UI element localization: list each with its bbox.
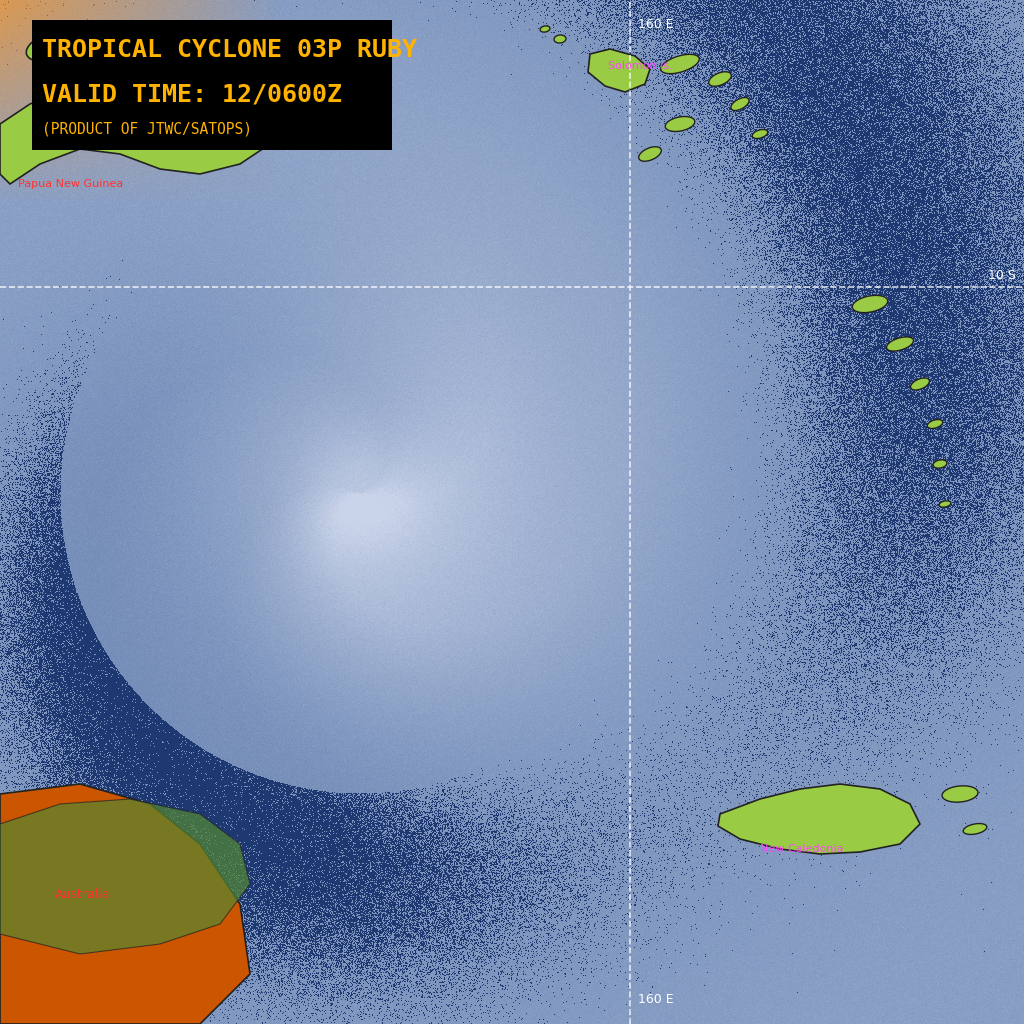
Polygon shape xyxy=(554,35,566,43)
Polygon shape xyxy=(666,117,694,131)
Text: 160 E: 160 E xyxy=(638,993,674,1006)
Text: 10 S: 10 S xyxy=(988,268,1016,282)
Polygon shape xyxy=(753,129,768,138)
Polygon shape xyxy=(709,72,731,86)
Polygon shape xyxy=(302,44,318,54)
FancyBboxPatch shape xyxy=(32,20,392,150)
Polygon shape xyxy=(887,337,913,351)
Text: TROPICAL CYCLONE 03P RUBY: TROPICAL CYCLONE 03P RUBY xyxy=(42,38,417,62)
Text: Solomon Is.: Solomon Is. xyxy=(608,61,673,71)
Polygon shape xyxy=(0,784,250,1024)
Polygon shape xyxy=(718,784,920,854)
Polygon shape xyxy=(0,799,250,954)
Polygon shape xyxy=(910,378,930,390)
Polygon shape xyxy=(731,97,750,111)
Text: VALID TIME: 12/0600Z: VALID TIME: 12/0600Z xyxy=(42,82,342,106)
Polygon shape xyxy=(27,27,94,61)
Polygon shape xyxy=(334,50,346,58)
Text: New Caledonia: New Caledonia xyxy=(760,844,844,854)
Polygon shape xyxy=(540,26,550,32)
Polygon shape xyxy=(588,49,650,92)
Text: (PRODUCT OF JTWC/SATOPS): (PRODUCT OF JTWC/SATOPS) xyxy=(42,122,252,137)
Text: Australia: Australia xyxy=(55,888,111,900)
Polygon shape xyxy=(933,460,947,468)
Polygon shape xyxy=(964,823,987,835)
Polygon shape xyxy=(639,146,662,161)
Text: Papua New Guinea: Papua New Guinea xyxy=(18,179,123,189)
Polygon shape xyxy=(939,501,951,507)
Polygon shape xyxy=(942,785,978,802)
Polygon shape xyxy=(852,295,888,312)
Polygon shape xyxy=(0,59,280,184)
Polygon shape xyxy=(660,54,699,74)
Text: 160 E: 160 E xyxy=(638,18,674,31)
Polygon shape xyxy=(928,420,943,428)
Polygon shape xyxy=(135,36,184,61)
